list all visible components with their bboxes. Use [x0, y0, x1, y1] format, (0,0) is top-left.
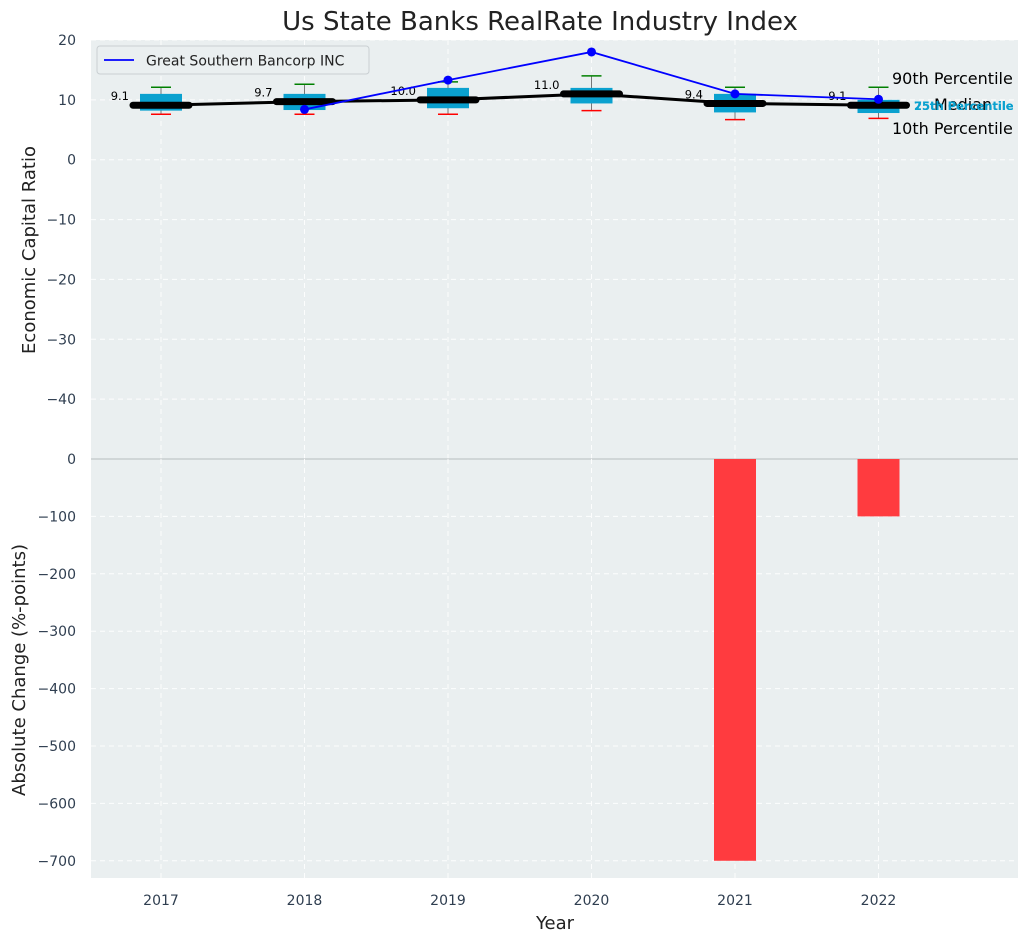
- bottom-y-tick-label: −200: [38, 567, 76, 583]
- top-y-tick-label: −40: [46, 392, 76, 408]
- company-series-point: [300, 104, 309, 114]
- company-series-point: [587, 47, 596, 57]
- company-series-point: [443, 75, 453, 85]
- bottom-y-tick-label: −600: [38, 796, 76, 812]
- x-tick-label: 2021: [717, 893, 753, 909]
- legend: Great Southern Bancorp INC: [96, 45, 370, 75]
- top-y-tick-label: −20: [46, 272, 76, 288]
- annotation-75th-percentile: 75th Percentile: [914, 99, 1014, 113]
- top-y-tick-label: −10: [46, 213, 76, 229]
- chart-title: Us State Banks RealRate Industry Index: [282, 7, 798, 37]
- company-series-point: [874, 94, 883, 104]
- top-y-tick-label: 20: [58, 33, 76, 49]
- bottom-gridlines: [91, 458, 1018, 878]
- top-y-tick-label: 10: [58, 93, 76, 109]
- x-tick-label: 2018: [287, 893, 323, 909]
- median-value-label: 9.4: [685, 87, 703, 101]
- percentile-annotations: 90th Percentile Median 10th Percentile 7…: [892, 69, 1014, 138]
- annotation-10th-percentile: 10th Percentile: [892, 119, 1013, 138]
- legend-box: [96, 45, 370, 75]
- top-y-tick-label: 0: [67, 153, 76, 169]
- change-bar: [714, 459, 756, 861]
- bottom-y-axis-label: Absolute Change (%-points): [9, 544, 30, 796]
- median-value-label: 9.7: [254, 86, 272, 100]
- x-tick-label: 2017: [143, 893, 179, 909]
- annotation-90th-percentile: 90th Percentile: [892, 69, 1013, 88]
- x-tick-label: 2022: [861, 893, 897, 909]
- bottom-y-tick-label: −300: [38, 624, 76, 640]
- median-value-label: 9.1: [111, 89, 129, 103]
- bottom-y-tick-label: 0: [67, 452, 76, 468]
- bottom-panel-background: [91, 459, 1018, 878]
- bottom-y-tick-label: −100: [38, 509, 76, 525]
- annotation-median: Median: [934, 95, 992, 114]
- company-series-points: [300, 47, 883, 114]
- median-markers: [129, 90, 910, 109]
- company-series-point: [730, 89, 740, 99]
- bottom-y-tick-label: −700: [38, 854, 76, 870]
- legend-label: Great Southern Bancorp INC: [146, 54, 345, 70]
- median-value-label: 9.1: [828, 89, 846, 103]
- x-tick-label: 2020: [574, 893, 610, 909]
- top-y-tick-label: −30: [46, 332, 76, 348]
- x-axis-label: Year: [535, 913, 575, 934]
- bottom-y-tick-labels: 0 −100 −200 −300 −400 −500 −600 −700: [38, 452, 76, 870]
- x-tick-label: 2019: [430, 893, 466, 909]
- median-value-label: 11.0: [534, 78, 560, 92]
- bottom-y-tick-label: −400: [38, 682, 76, 698]
- annotation-25th-percentile: 25th Percentile: [914, 99, 1014, 113]
- change-bars: [714, 459, 900, 861]
- top-gridlines: [91, 39, 1018, 459]
- top-y-tick-labels: 20 10 0 −10 −20 −30 −40: [46, 33, 76, 408]
- change-bar: [857, 459, 900, 517]
- bottom-y-tick-label: −500: [38, 739, 76, 755]
- x-tick-labels: 2017 2018 2019 2020 2021 2022: [143, 893, 896, 909]
- top-y-axis-label: Economic Capital Ratio: [19, 146, 40, 354]
